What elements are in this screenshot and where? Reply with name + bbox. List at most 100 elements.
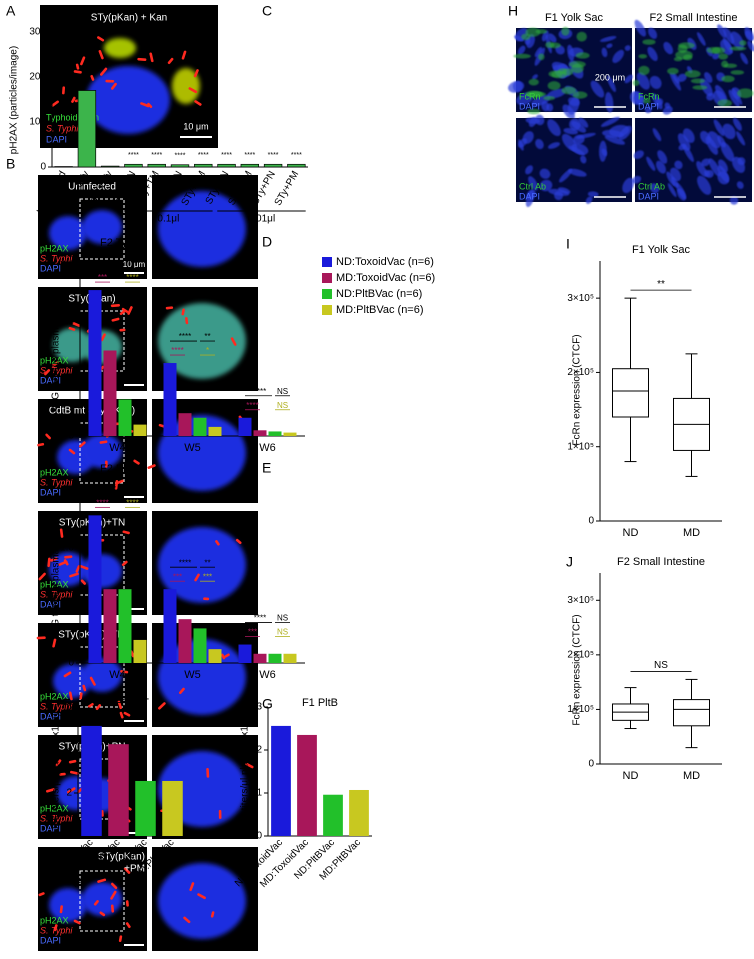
y-tick-label: 3×10⁵ [567,293,594,304]
bacterium [137,57,147,62]
fcrn-signal [675,50,693,60]
bacterium [149,52,154,63]
bacterium [110,890,117,900]
bacterium [185,317,189,325]
stain-label: S. Typhi [40,925,73,935]
bar [170,164,190,168]
tissue [732,88,743,105]
tissue [666,171,676,187]
comparison-label: *** [248,628,257,637]
fcrn-signal [527,108,541,115]
bacterium [206,767,210,778]
bacterium [45,433,51,440]
tissue [646,156,656,171]
tissue [547,88,567,99]
bacterium [58,560,68,566]
legend-swatch [322,257,332,267]
tissue [634,19,647,37]
bar [268,653,282,663]
tissue [736,131,746,146]
y-tick-label: 1.5 [60,485,74,496]
tissue [539,168,551,179]
x-tick-label: ND [623,527,639,539]
bacterium [99,911,106,917]
tissue [733,117,742,131]
tissue [547,142,560,149]
fcrn-signal [643,98,651,104]
nucleus [86,66,170,134]
zoom-box [79,198,125,260]
toxin-cluster [172,68,200,104]
stain-label: pH2AX [40,467,69,477]
panel-letter: G [262,696,273,712]
bacterium [165,306,174,310]
bar [103,350,117,436]
fcrn-signal [638,65,650,76]
significance: **** [244,152,255,159]
fcrn-signal [575,52,590,59]
tissue [624,45,631,51]
bacterium [100,67,108,76]
nucleus-zoom [158,191,246,267]
bacterium [127,306,133,315]
bar [163,363,177,436]
fcrn-signal [692,85,708,90]
fcrn-signal [572,91,588,99]
comparison-label: ** [204,558,210,567]
bacterium [36,636,46,640]
tissue [587,191,599,198]
zoom-box [79,646,125,708]
y-tick-label: 1 [256,788,262,799]
comparison-label: *** [98,273,107,282]
legend-swatch [322,289,332,299]
nucleus [82,210,122,244]
significance: **** [198,152,209,159]
x-tick-label: MD [683,527,700,539]
tissue [526,189,536,200]
fcrn-signal [684,70,701,78]
fcrn-signal [528,78,539,86]
bacterium [75,565,81,573]
y-tick-label: 3 [256,702,262,713]
nucleus [49,888,87,922]
bar [103,589,117,663]
tissue [713,119,725,137]
bar [100,165,120,168]
chart-title: F1 PltB [302,697,338,709]
bar [133,639,147,663]
legend-label: ND:ToxoidVac (n=6) [336,256,434,268]
bacterium [68,759,77,764]
image-title: STy(pKan) + Kan [91,13,167,24]
bar [238,417,252,436]
stain-label: Ctrl Ab [519,181,546,191]
bar [118,589,132,663]
tissue [517,45,526,55]
bar [147,163,166,168]
chart-title: F1 TyT [115,697,149,709]
bacterium [224,653,230,658]
x-tick-label: MD [683,770,700,782]
tissue [512,80,523,92]
bacterium [68,326,76,331]
bar [238,644,252,663]
tissue [682,128,695,143]
tissue [547,33,557,43]
bacterium [98,50,104,60]
tissue [528,116,537,128]
bacterium [59,528,64,538]
panel-letter: A [6,3,16,19]
panel-letter: B [6,156,15,172]
bacterium [73,70,82,74]
chart-title: F2 PltB [100,463,136,475]
tissue [609,124,630,137]
tissue [632,175,642,184]
tissue [722,123,736,140]
bacterium [59,905,63,914]
bacterium [158,702,166,710]
bacterium [75,63,80,70]
bacterium [118,935,123,942]
legend-label: MD:PltBVac (n=6) [336,304,424,316]
nucleus [82,434,122,468]
comparison-label: ** [204,332,210,341]
bacterium [50,557,58,562]
